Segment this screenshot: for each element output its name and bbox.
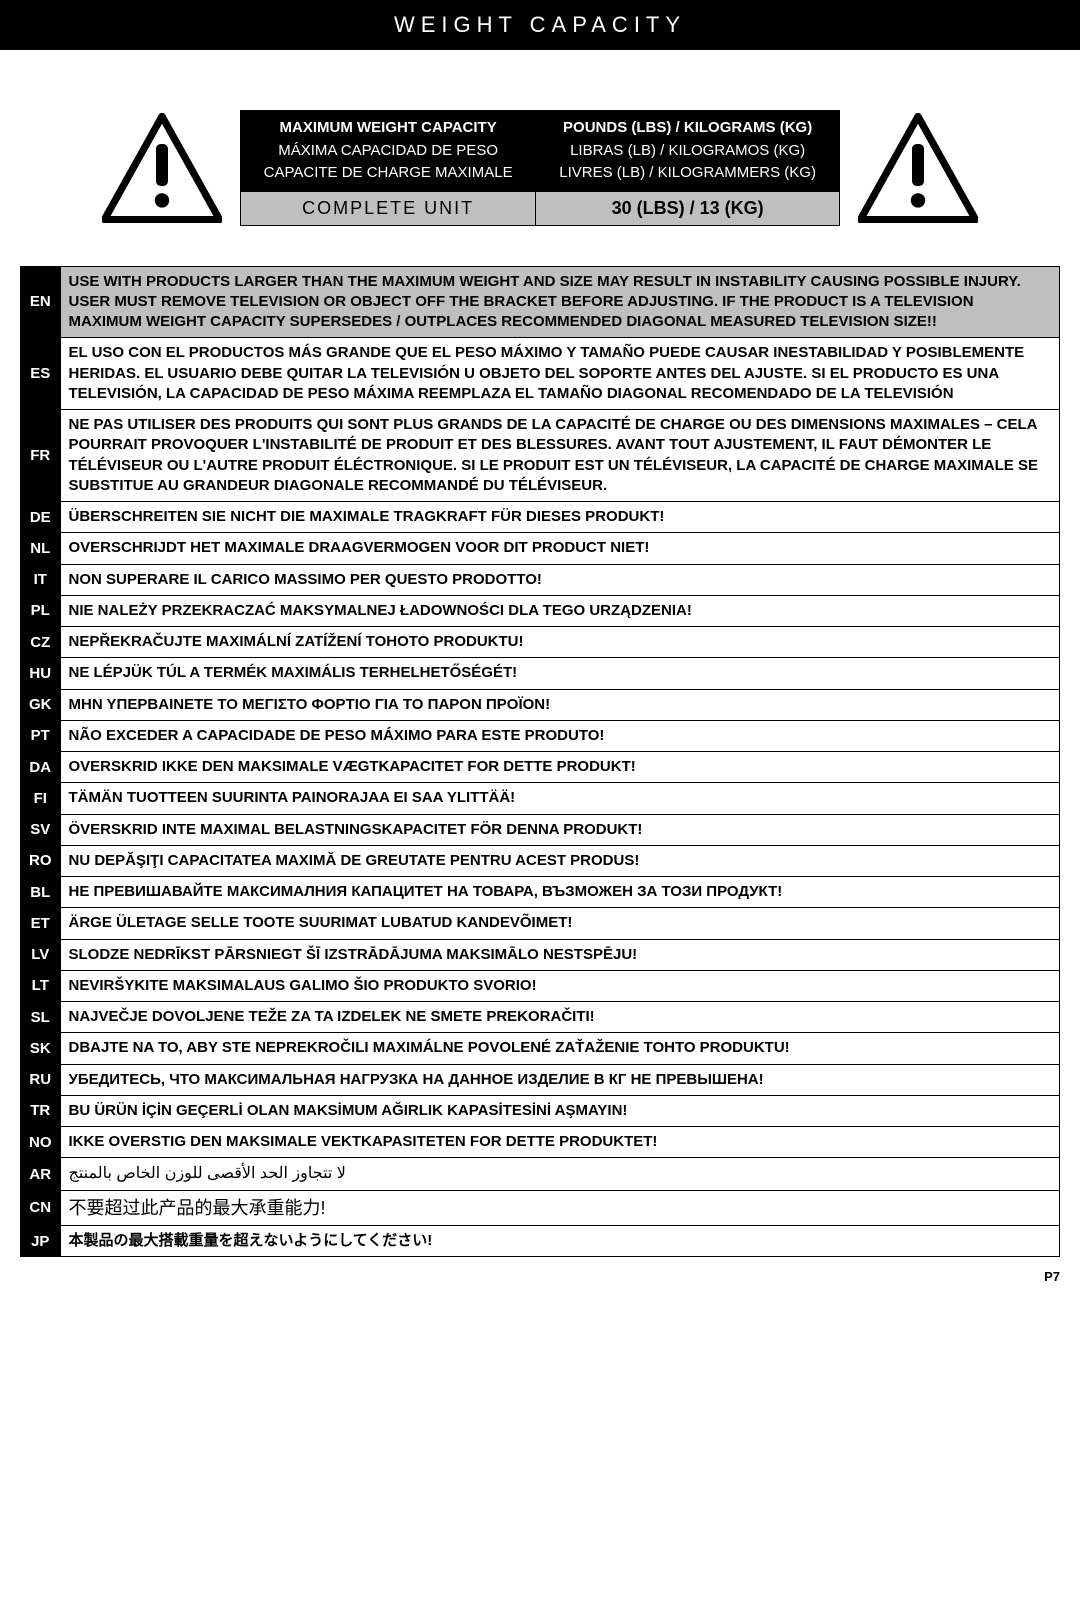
lang-code: NO — [21, 1127, 61, 1158]
lang-code: NL — [21, 533, 61, 564]
warning-text: OVERSKRID IKKE DEN MAKSIMALE VÆGTKAPACIT… — [60, 752, 1060, 783]
lang-code: SV — [21, 814, 61, 845]
lang-code: PT — [21, 720, 61, 751]
lang-code: PL — [21, 595, 61, 626]
warning-text: لا تتجاوز الحد الأقصى للوزن الخاص بالمنت… — [60, 1158, 1060, 1191]
table-row: LTNEVIRŠYKITE MAKSIMALAUS GALIMO ŠIO PRO… — [21, 970, 1060, 1001]
warning-icon-right — [858, 113, 978, 223]
warning-text: BU ÜRÜN İÇİN GEÇERLİ OLAN MAKSİMUM AĞIRL… — [60, 1095, 1060, 1126]
table-row: TRBU ÜRÜN İÇİN GEÇERLİ OLAN MAKSİMUM AĞI… — [21, 1095, 1060, 1126]
lang-code: SK — [21, 1033, 61, 1064]
table-row: SLNAJVEČJE DOVOLJENE TEŽE ZA TA IZDELEK … — [21, 1002, 1060, 1033]
warning-text: ÜBERSCHREITEN SIE NICHT DIE MAXIMALE TRA… — [60, 502, 1060, 533]
table-row: RONU DEPĂŞIŢI CAPACITATEA MAXIMĂ DE GREU… — [21, 845, 1060, 876]
table-row: GKΜΗΝ ΥΠΕΡΒΑΙΝΕΤΕ ΤΟ ΜΕΓΙΣΤΟ ΦΟΡΤΙΟ ΓΙΑ … — [21, 689, 1060, 720]
capacity-header-right: POUNDS (LBS) / KILOGRAMS (KG) LIBRAS (LB… — [536, 111, 840, 192]
table-row: ESEL USO CON EL PRODUCTOS MÁS GRANDE QUE… — [21, 338, 1060, 410]
lang-code: EN — [21, 266, 61, 338]
warning-text: NEVIRŠYKITE MAKSIMALAUS GALIMO ŠIO PRODU… — [60, 970, 1060, 1001]
warning-text: OVERSCHRIJDT HET MAXIMALE DRAAGVERMOGEN … — [60, 533, 1060, 564]
lang-code: FI — [21, 783, 61, 814]
warning-text: NEPŘEKRAČUJTE MAXIMÁLNÍ ZATÍŽENÍ TOHOTO … — [60, 627, 1060, 658]
table-row: NOIKKE OVERSTIG DEN MAKSIMALE VEKTKAPASI… — [21, 1127, 1060, 1158]
warning-text: IKKE OVERSTIG DEN MAKSIMALE VEKTKAPASITE… — [60, 1127, 1060, 1158]
table-row: HUNE LÉPJÜK TÚL A TERMÉK MAXIMÁLIS TERHE… — [21, 658, 1060, 689]
table-row: ENUSE WITH PRODUCTS LARGER THAN THE MAXI… — [21, 266, 1060, 338]
lang-code: LT — [21, 970, 61, 1001]
lang-code: IT — [21, 564, 61, 595]
lang-code: FR — [21, 410, 61, 502]
warning-text: NE LÉPJÜK TÚL A TERMÉK MAXIMÁLIS TERHELH… — [60, 658, 1060, 689]
lang-code: CZ — [21, 627, 61, 658]
lang-code: SL — [21, 1002, 61, 1033]
lang-code: RO — [21, 845, 61, 876]
warning-table: ENUSE WITH PRODUCTS LARGER THAN THE MAXI… — [20, 266, 1060, 1258]
warning-text: NIE NALEŻY PRZEKRACZAĆ MAKSYMALNEJ ŁADOW… — [60, 595, 1060, 626]
table-row: SVÖVERSKRID INTE MAXIMAL BELASTNINGSKAPA… — [21, 814, 1060, 845]
table-row: FRNE PAS UTILISER DES PRODUITS QUI SONT … — [21, 410, 1060, 502]
page-title: WEIGHT CAPACITY — [0, 0, 1080, 50]
lang-code: HU — [21, 658, 61, 689]
table-row: CZNEPŘEKRAČUJTE MAXIMÁLNÍ ZATÍŽENÍ TOHOT… — [21, 627, 1060, 658]
capacity-row-value: 30 (LBS) / 13 (KG) — [536, 191, 840, 225]
cap-left-line3: CAPACITE DE CHARGE MAXIMALE — [251, 162, 525, 185]
warning-text: ÖVERSKRID INTE MAXIMAL BELASTNINGSKAPACI… — [60, 814, 1060, 845]
warning-text: USE WITH PRODUCTS LARGER THAN THE MAXIMU… — [60, 266, 1060, 338]
capacity-header-left: MAXIMUM WEIGHT CAPACITY MÁXIMA CAPACIDAD… — [241, 111, 536, 192]
table-row: DEÜBERSCHREITEN SIE NICHT DIE MAXIMALE T… — [21, 502, 1060, 533]
lang-code: GK — [21, 689, 61, 720]
warning-text: NÃO EXCEDER A CAPACIDADE DE PESO MÁXIMO … — [60, 720, 1060, 751]
warning-text: SLODZE NEDRĪKST PĀRSNIEGT ŠĪ IZSTRĀDĀJUM… — [60, 939, 1060, 970]
lang-code: JP — [21, 1226, 61, 1257]
cap-left-line1: MAXIMUM WEIGHT CAPACITY — [251, 117, 525, 140]
warning-icon-left — [102, 113, 222, 223]
table-row: DAOVERSKRID IKKE DEN MAKSIMALE VÆGTKAPAC… — [21, 752, 1060, 783]
page-number: P7 — [0, 1267, 1080, 1292]
warning-text: 不要超过此产品的最大承重能力! — [60, 1190, 1060, 1225]
capacity-row-label: COMPLETE UNIT — [241, 191, 536, 225]
table-row: RUУБЕДИТЕСЬ, ЧТО МАКСИМАЛЬНАЯ НАГРУЗКА Н… — [21, 1064, 1060, 1095]
lang-code: DE — [21, 502, 61, 533]
table-row: PTNÃO EXCEDER A CAPACIDADE DE PESO MÁXIM… — [21, 720, 1060, 751]
warning-text: ΜΗΝ ΥΠΕΡΒΑΙΝΕΤΕ ΤΟ ΜΕΓΙΣΤΟ ΦΟΡΤΙΟ ΓΙΑ ΤΟ… — [60, 689, 1060, 720]
warning-text: TÄMÄN TUOTTEEN SUURINTA PAINORAJAA EI SA… — [60, 783, 1060, 814]
warning-text: УБЕДИТЕСЬ, ЧТО МАКСИМАЛЬНАЯ НАГРУЗКА НА … — [60, 1064, 1060, 1095]
warning-text: ÄRGE ÜLETAGE SELLE TOOTE SUURIMAT LUBATU… — [60, 908, 1060, 939]
warning-text: 本製品の最大搭載重量を超えないようにしてください! — [60, 1226, 1060, 1257]
cap-right-line3: LIVRES (LB) / KILOGRAMMERS (KG) — [546, 162, 829, 185]
warning-text: НЕ ПРЕВИШАВАЙТЕ МАКСИМАЛНИЯ КАПАЦИТЕТ НА… — [60, 877, 1060, 908]
lang-code: CN — [21, 1190, 61, 1225]
warning-text: NE PAS UTILISER DES PRODUITS QUI SONT PL… — [60, 410, 1060, 502]
table-row: ETÄRGE ÜLETAGE SELLE TOOTE SUURIMAT LUBA… — [21, 908, 1060, 939]
warning-text: NAJVEČJE DOVOLJENE TEŽE ZA TA IZDELEK NE… — [60, 1002, 1060, 1033]
lang-code: RU — [21, 1064, 61, 1095]
lang-code: BL — [21, 877, 61, 908]
warning-text: DBAJTE NA TO, ABY STE NEPREKROČILI MAXIM… — [60, 1033, 1060, 1064]
lang-code: ES — [21, 338, 61, 410]
table-row: SKDBAJTE NA TO, ABY STE NEPREKROČILI MAX… — [21, 1033, 1060, 1064]
table-row: ITNON SUPERARE IL CARICO MASSIMO PER QUE… — [21, 564, 1060, 595]
cap-right-line2: LIBRAS (LB) / KILOGRAMOS (KG) — [546, 140, 829, 163]
warning-text: EL USO CON EL PRODUCTOS MÁS GRANDE QUE E… — [60, 338, 1060, 410]
capacity-table: MAXIMUM WEIGHT CAPACITY MÁXIMA CAPACIDAD… — [240, 110, 840, 226]
cap-right-line1: POUNDS (LBS) / KILOGRAMS (KG) — [546, 117, 829, 140]
warning-text: NU DEPĂŞIŢI CAPACITATEA MAXIMĂ DE GREUTA… — [60, 845, 1060, 876]
table-row: ARلا تتجاوز الحد الأقصى للوزن الخاص بالم… — [21, 1158, 1060, 1191]
warning-text: NON SUPERARE IL CARICO MASSIMO PER QUEST… — [60, 564, 1060, 595]
lang-code: ET — [21, 908, 61, 939]
table-row: LVSLODZE NEDRĪKST PĀRSNIEGT ŠĪ IZSTRĀDĀJ… — [21, 939, 1060, 970]
lang-code: LV — [21, 939, 61, 970]
table-row: PLNIE NALEŻY PRZEKRACZAĆ MAKSYMALNEJ ŁAD… — [21, 595, 1060, 626]
lang-code: DA — [21, 752, 61, 783]
table-row: NLOVERSCHRIJDT HET MAXIMALE DRAAGVERMOGE… — [21, 533, 1060, 564]
table-row: FITÄMÄN TUOTTEEN SUURINTA PAINORAJAA EI … — [21, 783, 1060, 814]
table-row: CN不要超过此产品的最大承重能力! — [21, 1190, 1060, 1225]
cap-left-line2: MÁXIMA CAPACIDAD DE PESO — [251, 140, 525, 163]
table-row: BLНЕ ПРЕВИШАВАЙТЕ МАКСИМАЛНИЯ КАПАЦИТЕТ … — [21, 877, 1060, 908]
lang-code: AR — [21, 1158, 61, 1191]
capacity-section: MAXIMUM WEIGHT CAPACITY MÁXIMA CAPACIDAD… — [0, 50, 1080, 266]
lang-code: TR — [21, 1095, 61, 1126]
table-row: JP本製品の最大搭載重量を超えないようにしてください! — [21, 1226, 1060, 1257]
